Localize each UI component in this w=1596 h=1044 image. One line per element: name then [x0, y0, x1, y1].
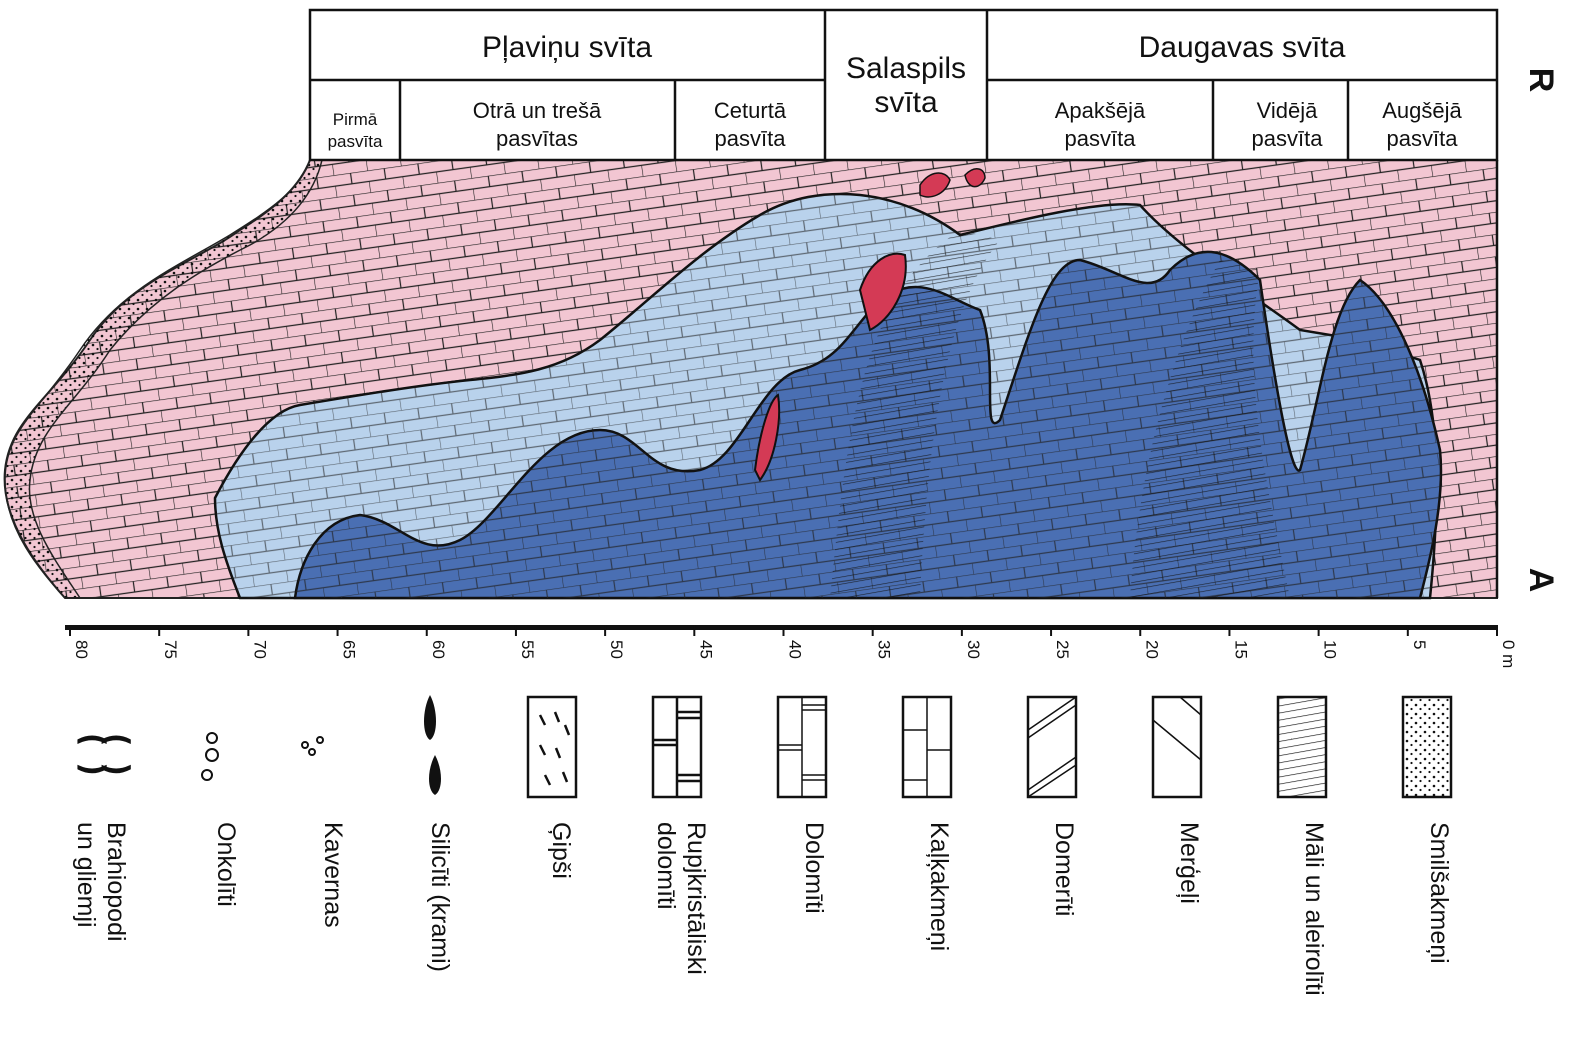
side-labels: RA: [1522, 68, 1560, 593]
subformation-label: pasvīta: [1387, 126, 1459, 151]
diagram: Pļaviņu svīta Salaspilssvīta Daugavas svīt…: [0, 0, 1596, 1044]
formation-label: Pļaviņu svīta: [482, 31, 652, 64]
scale-tick-label: 0 m: [1499, 640, 1518, 668]
subformation-label: pasvīta: [715, 126, 787, 151]
scale-tick-label: 50: [607, 640, 626, 659]
formation-label: Daugavas svīta: [1139, 31, 1346, 64]
legend-label: Māli un aleirolīti: [1300, 822, 1328, 996]
scale-bar: [65, 625, 1497, 630]
legend-label: Smilšakmeņi: [1425, 822, 1453, 964]
subformation-label: Pirmā: [333, 110, 378, 129]
scale-tick-label: 70: [250, 640, 269, 659]
legend-label: Dolomīti: [800, 822, 828, 914]
scale-tick-label: 80: [72, 640, 91, 659]
subformation-label: pasvīta: [1252, 126, 1324, 151]
subformation-label: Vidējā: [1257, 98, 1319, 123]
legend-label: Kavernas: [319, 822, 347, 928]
side-label: R: [1522, 68, 1560, 93]
scale-tick-label: 40: [786, 640, 805, 659]
formation-label: Salaspils: [846, 52, 966, 85]
legend-label: Ģipši: [547, 822, 575, 879]
scale-tick-label: 60: [429, 640, 448, 659]
subformation-label: pasvīta: [328, 132, 383, 151]
side-label: A: [1522, 568, 1560, 593]
scale-tick-label: 30: [964, 640, 983, 659]
subformation-label: Augšējā: [1382, 98, 1462, 123]
legend-label: un gliemji: [72, 822, 100, 928]
scale-tick-label: 45: [696, 640, 715, 659]
scale-tick-label: 65: [340, 640, 359, 659]
scale-tick-label: 25: [1053, 640, 1072, 659]
subformation-label: pasvītas: [496, 126, 578, 151]
formation-label: svīta: [874, 86, 938, 119]
scale: 80 75 70 65 60 55 50 45 40 35 30 25 20 15 10 5 0 m: [65, 625, 1518, 668]
legend-label: Onkolīti: [212, 822, 240, 907]
section: [5, 160, 1497, 598]
scale-tick-label: 15: [1231, 640, 1250, 659]
legend-label: Brahiopodi: [102, 822, 130, 942]
scale-tick-label: 10: [1321, 640, 1340, 659]
legend-label: Silicīti (krami): [426, 822, 454, 972]
scale-tick-label: 75: [161, 640, 180, 659]
scale-tick-label: 5: [1410, 640, 1429, 649]
subformation-label: Apakšējā: [1055, 98, 1146, 123]
legend-label: dolomīti: [652, 822, 680, 910]
subformation-label: pasvīta: [1065, 126, 1137, 151]
legend-label: Rupjkristāliski: [682, 822, 710, 975]
scale-tick-label: 20: [1142, 640, 1161, 659]
scale-tick-label: 35: [875, 640, 894, 659]
subformation-label: Otrā un trešā: [473, 98, 602, 123]
legend-symbols: ⁐⁐: [78, 695, 1451, 797]
subformation-label: Ceturtā: [714, 98, 787, 123]
legend-label: Merģeļi: [1175, 822, 1203, 904]
symbol-shells: ⁐⁐: [78, 736, 130, 772]
legend-label: Domerīti: [1050, 822, 1078, 916]
legend-label: Kaļķakmeņi: [925, 822, 953, 951]
scale-tick-label: 55: [518, 640, 537, 659]
